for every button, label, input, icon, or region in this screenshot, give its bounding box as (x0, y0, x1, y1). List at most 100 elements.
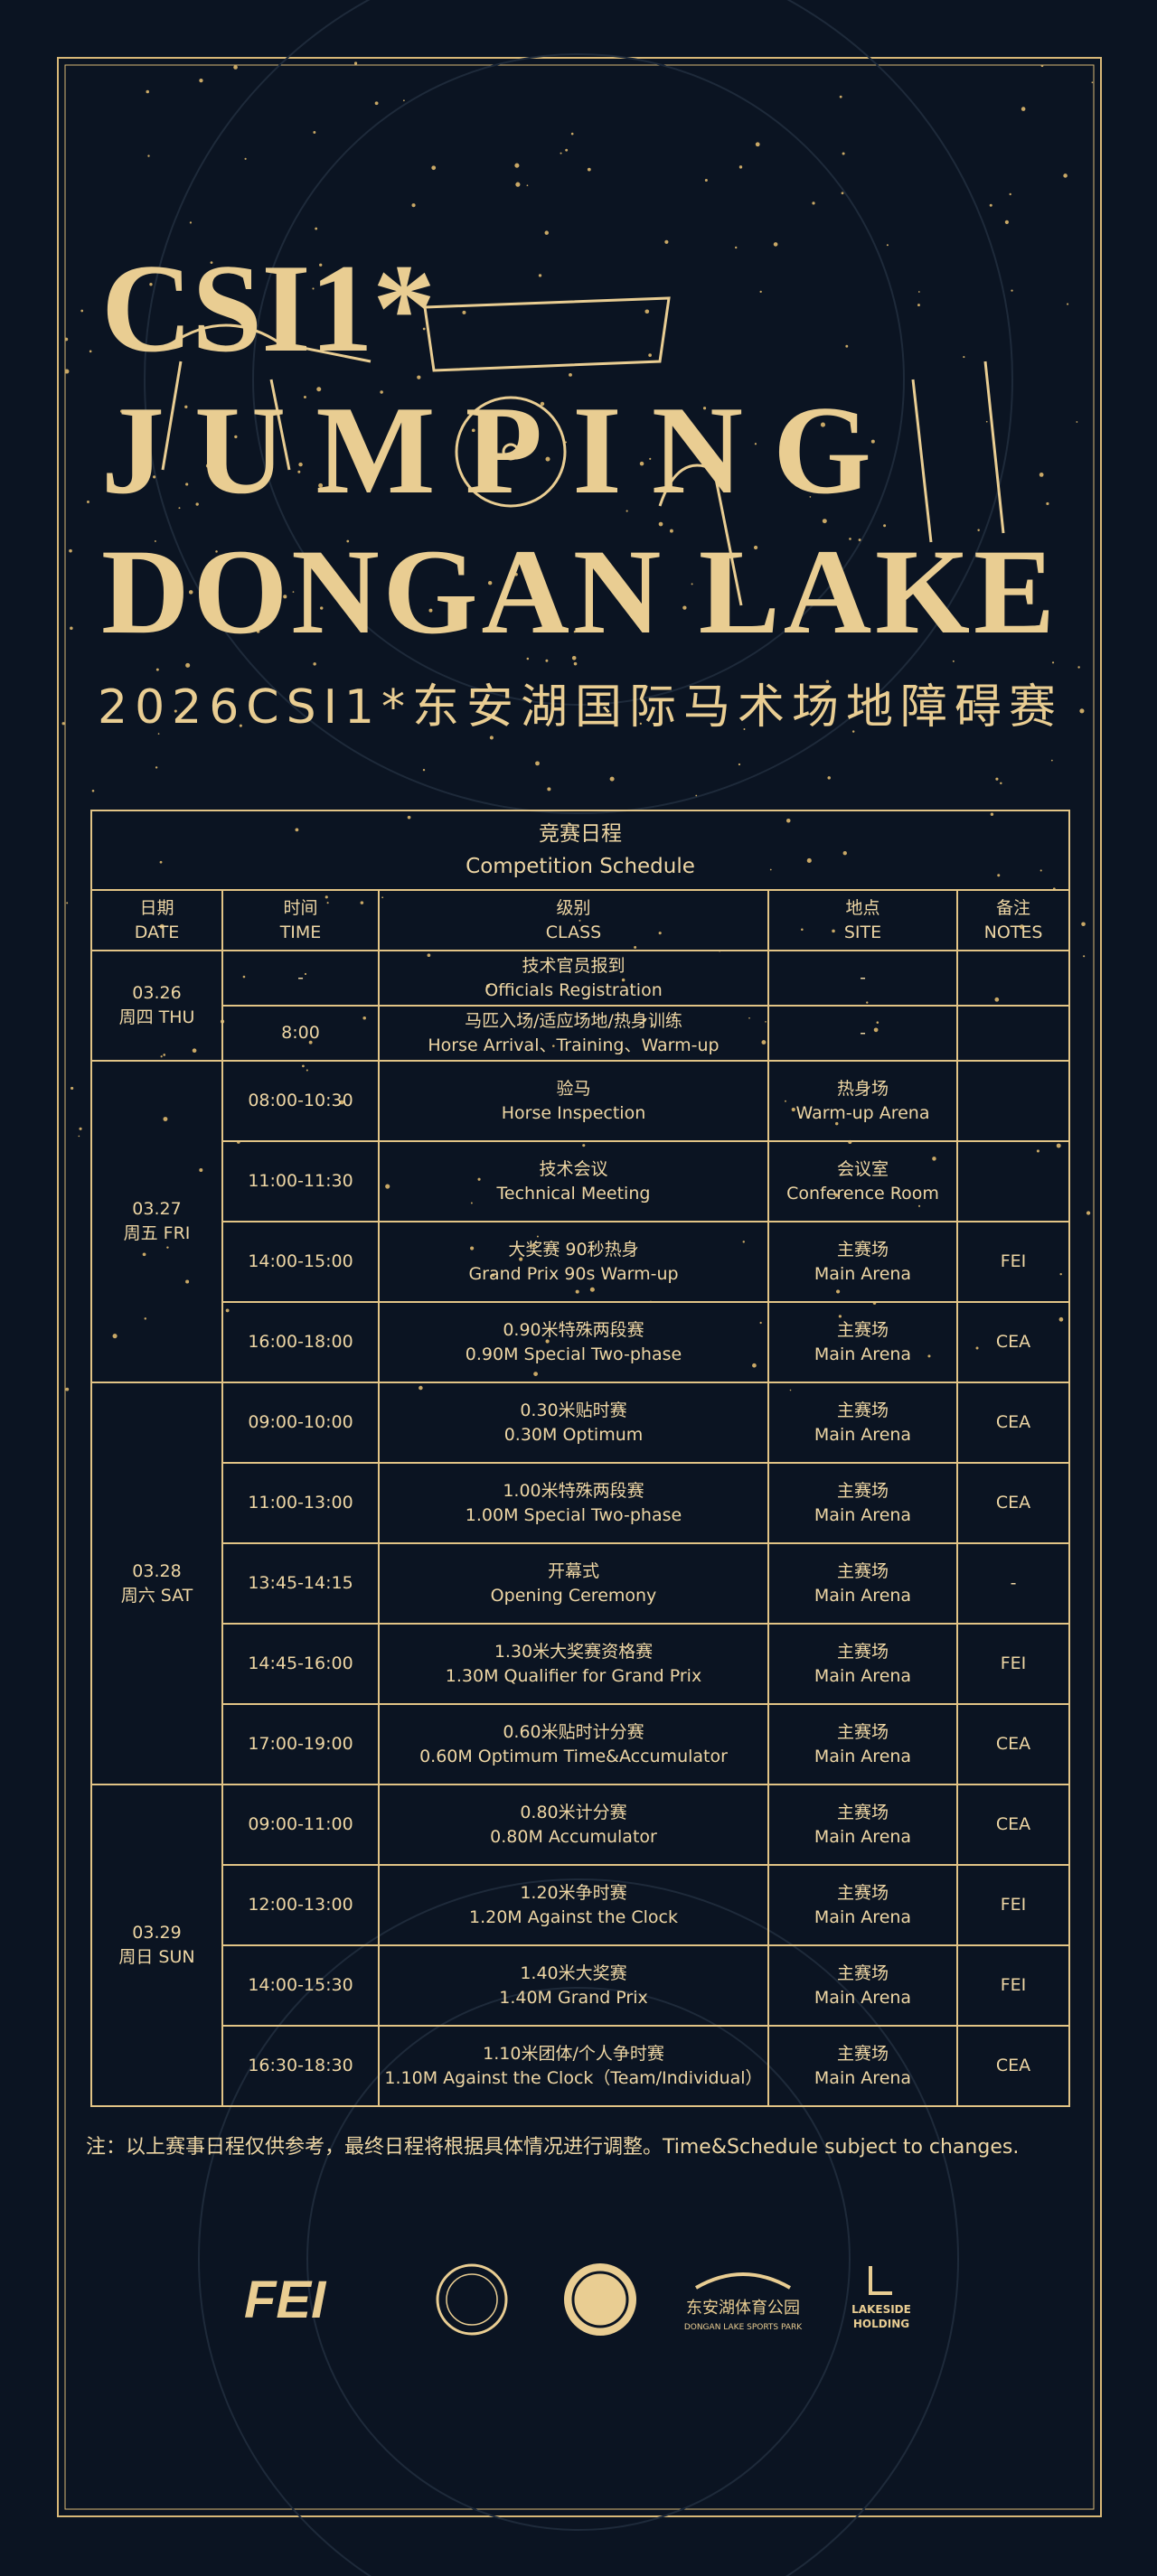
time-cell: 17:00-19:00 (221, 1703, 380, 1785)
star (61, 722, 65, 726)
cell-text: 主赛场 (836, 1721, 889, 1742)
cell-text: Main Arena (814, 2067, 912, 2088)
date-cell: 03.26 周四 THU (90, 950, 223, 1062)
star (973, 699, 976, 703)
table-row: 14:00-15:30 1.40米大奖赛 1.40M Grand Prix 主赛场 Ma… (91, 1944, 1071, 2027)
cell-text: Officials Registration (484, 979, 663, 1000)
star (573, 630, 577, 633)
cell-text: 周五 FRI (123, 1223, 191, 1243)
table-row: 竞赛日程 Competition Schedule (89, 810, 1071, 891)
star (851, 730, 855, 733)
cell-text: 11:00-11:30 (248, 1171, 353, 1191)
star (199, 78, 203, 83)
table-row: 16:30-18:30 1.10米团体/个人争时赛 1.10M Against th… (91, 2025, 1071, 2107)
star (569, 372, 572, 377)
star (487, 580, 493, 585)
star (540, 401, 545, 407)
star (704, 179, 708, 183)
fei-logo: FEI (244, 2271, 327, 2329)
star (526, 657, 530, 660)
star (256, 630, 260, 633)
cell-text: 14:00-15:00 (248, 1251, 353, 1271)
star (858, 539, 861, 541)
star (1050, 759, 1053, 762)
star (1076, 421, 1078, 423)
table-row: 17:00-19:00 0.60米贴时计分赛 0.60M Optimum Time&… (91, 1703, 1071, 1785)
star (215, 550, 218, 553)
star (66, 902, 69, 904)
cell-text: 大奖赛 90秒热身 (508, 1239, 639, 1260)
cell-text: 竞赛日程 (539, 822, 623, 846)
cell-text: 11:00-13:00 (248, 1493, 353, 1513)
star (587, 167, 591, 172)
star (320, 606, 324, 610)
star (514, 163, 520, 168)
site-cell: 主赛场 Main Arena (767, 1703, 958, 1785)
table-row: 日期 DATE 时间 TIME 级别 CLASS 地点 SITE 备注 NOTES (90, 889, 1071, 951)
cell-text: FEI (1000, 1895, 1027, 1915)
star (545, 659, 549, 662)
time-cell: 14:45-16:00 (221, 1623, 380, 1705)
date-cell: 03.28 周六 SAT (90, 1382, 223, 1785)
star (545, 456, 550, 462)
cell-text: Main Arena (814, 1424, 912, 1445)
cell-text: Main Arena (814, 1746, 912, 1766)
star (70, 626, 73, 631)
table-row: 16:00-18:00 0.90米特殊两段赛 0.90M Special Two-p… (91, 1301, 1071, 1383)
schedule-table: 竞赛日程 Competition Schedule 日期 DATE 时间 TIME 级别 CL… (89, 810, 1071, 2107)
cell-text: 时间 (283, 897, 318, 918)
star (695, 794, 698, 797)
cell-text: CEA (995, 1734, 1031, 1754)
cell-text: 12:00-13:00 (248, 1895, 353, 1915)
star (380, 390, 383, 394)
table-title: 竞赛日程 Competition Schedule (89, 810, 1071, 891)
star (1081, 922, 1086, 927)
star (489, 735, 494, 740)
cell-text: 主赛场 (836, 2043, 889, 2064)
notes-cell: FEI (955, 1864, 1071, 1946)
cell-text: 开幕式 (547, 1560, 599, 1581)
star (428, 608, 433, 613)
star (1086, 1211, 1091, 1215)
star (316, 387, 322, 392)
star (87, 501, 89, 503)
star (149, 283, 153, 286)
cell-text: 1.40米大奖赛 (520, 1962, 627, 1983)
emblem-ring (446, 2273, 498, 2326)
column-header: 日期 DATE (90, 889, 223, 951)
cell-text: 0.90M Special Two-phase (465, 1344, 682, 1364)
cell-text: 主赛场 (836, 1480, 889, 1501)
site-cell: 主赛场 Main Arena (767, 1623, 958, 1705)
star (1000, 782, 1002, 785)
cell-text: 09:00-11:00 (248, 1814, 353, 1834)
cell-text: 会议室 (836, 1158, 889, 1179)
star (185, 482, 189, 486)
cell-text: 03.26 (132, 983, 182, 1003)
star (738, 763, 741, 766)
site-cell: 主赛场 Main Arena (767, 1462, 958, 1544)
star (1009, 192, 1011, 196)
star (69, 548, 72, 553)
time-cell: 12:00-13:00 (221, 1864, 380, 1946)
star (422, 327, 426, 331)
star (486, 484, 491, 489)
star (609, 776, 615, 782)
star (462, 310, 466, 314)
star (839, 95, 842, 98)
cell-text: 13:45-14:15 (248, 1573, 353, 1593)
park-arc (695, 2272, 791, 2290)
star (1067, 303, 1069, 305)
cell-text: 1.10M Against the Clock（Team/Individual） (384, 2067, 763, 2088)
star (809, 496, 812, 498)
star (64, 337, 69, 342)
star (883, 524, 887, 528)
star (738, 165, 743, 169)
class-cell: 1.20米争时赛 1.20M Against the Clock (378, 1864, 769, 1946)
star (346, 539, 350, 543)
lakeside: LAKESIDE (851, 2303, 911, 2316)
notes-cell: FEI (955, 1944, 1071, 2027)
emblem-gold-ring (571, 2271, 629, 2328)
star (1083, 955, 1086, 958)
star (822, 519, 827, 524)
notes-cell (955, 1060, 1071, 1142)
